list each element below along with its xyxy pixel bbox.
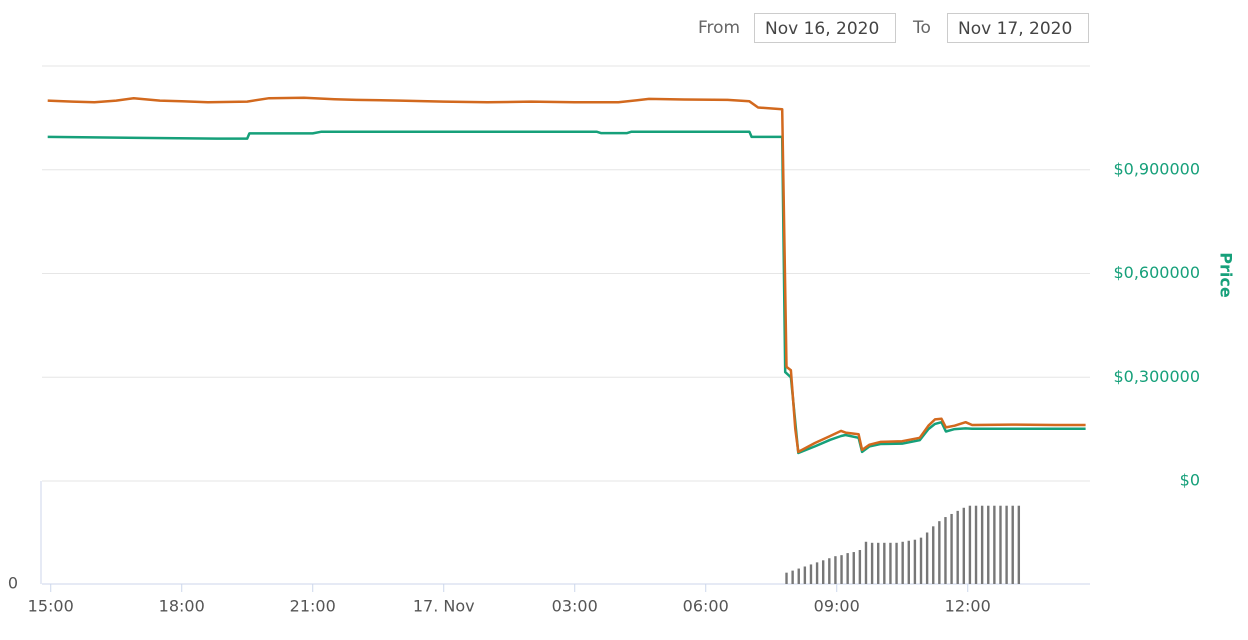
volume-bar	[834, 556, 837, 584]
y-tick-label: $0,900000	[1113, 159, 1200, 178]
volume-bar	[913, 539, 917, 584]
volume-bar	[980, 505, 984, 584]
volume-bar	[962, 507, 966, 584]
to-date-input[interactable]: Nov 17, 2020	[947, 13, 1089, 43]
y-tick-label: 0	[8, 574, 18, 593]
volume-bar	[797, 568, 800, 584]
volume-bar	[999, 505, 1002, 584]
x-tick-label: 21:00	[290, 597, 336, 616]
y-tick-label: $0	[1180, 471, 1200, 490]
volume-bar	[1005, 505, 1008, 584]
volume-bar	[846, 553, 849, 584]
volume-bar	[803, 566, 807, 584]
volume-bar	[785, 572, 788, 584]
y-tick-label: $0,600000	[1113, 263, 1200, 282]
volume-bar	[901, 541, 904, 584]
volume-bar	[956, 510, 959, 584]
volume-bar	[870, 542, 874, 584]
volume-bar	[950, 513, 953, 584]
volume-bar	[815, 562, 819, 584]
volume-bar	[1011, 505, 1014, 584]
volume-bar	[974, 505, 978, 584]
volume-bar	[858, 550, 862, 584]
from-date-input[interactable]: Nov 16, 2020	[754, 13, 896, 43]
volume-bar	[864, 541, 868, 584]
volume-bar	[987, 505, 990, 584]
volume-bar	[840, 555, 843, 584]
volume-bar	[889, 542, 892, 584]
y-tick-label: $0,300000	[1113, 367, 1200, 386]
from-label: From	[698, 18, 741, 38]
volume-bar	[877, 542, 880, 584]
volume-bar	[907, 540, 910, 584]
volume-bar	[938, 521, 941, 584]
x-tick-label: 09:00	[814, 597, 860, 616]
volume-bar	[919, 537, 923, 584]
y-axis-title: Price	[1217, 252, 1236, 298]
volume-bar	[993, 505, 996, 584]
volume-bar	[925, 532, 929, 584]
volume-bar	[809, 564, 813, 584]
x-tick-label: 06:00	[683, 597, 729, 616]
volume-bar	[791, 570, 794, 584]
volume-bar	[852, 552, 855, 584]
volume-bar	[932, 526, 935, 584]
x-tick-label: 18:00	[159, 597, 205, 616]
x-tick-label: 17. Nov	[413, 597, 475, 616]
price-line	[47, 130, 1086, 455]
price-line	[47, 96, 1086, 454]
volume-bar	[968, 505, 972, 584]
volume-bar	[895, 542, 898, 584]
x-tick-label: 12:00	[945, 597, 991, 616]
volume-bar	[944, 517, 947, 584]
to-label: To	[913, 18, 931, 38]
x-tick-label: 15:00	[28, 597, 74, 616]
x-tick-label: 03:00	[552, 597, 598, 616]
volume-bar	[821, 560, 825, 584]
volume-bar	[883, 542, 886, 584]
volume-bar	[1017, 505, 1021, 584]
volume-bar	[828, 558, 831, 584]
